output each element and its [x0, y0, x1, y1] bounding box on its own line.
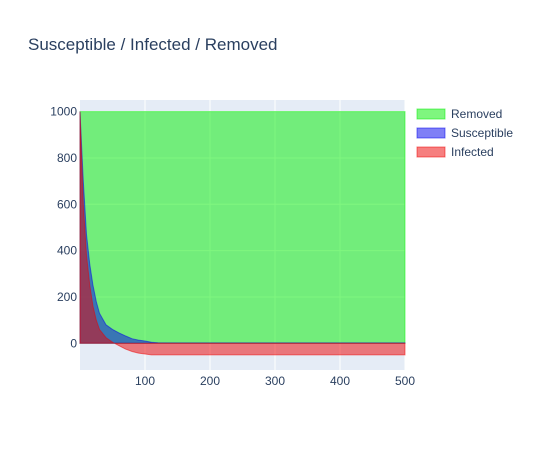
- legend-item-susceptible[interactable]: Susceptible: [416, 126, 513, 140]
- x-tick-label: 200: [200, 374, 220, 388]
- legend-item-infected[interactable]: Infected: [416, 145, 494, 159]
- legend-item-removed[interactable]: Removed: [416, 107, 502, 121]
- legend-label: Infected: [451, 145, 494, 159]
- legend-label: Removed: [451, 107, 502, 121]
- chart-title: Susceptible / Infected / Removed: [28, 35, 277, 54]
- x-tick-label: 400: [330, 374, 350, 388]
- x-tick-label: 100: [135, 374, 155, 388]
- y-tick-label: 200: [57, 290, 77, 304]
- y-tick-label: 0: [70, 336, 77, 350]
- legend-label: Susceptible: [451, 126, 513, 140]
- x-tick-label: 300: [265, 374, 285, 388]
- legend-swatch: [416, 146, 446, 158]
- y-tick-label: 800: [57, 151, 77, 165]
- area-infected: [79, 111, 406, 356]
- legend-swatch: [416, 108, 446, 120]
- x-tick-label: 500: [395, 374, 415, 388]
- legend-swatch: [416, 127, 446, 139]
- y-tick-label: 600: [57, 197, 77, 211]
- axis-ticks: 100 200 300 400 500 0 200 400 600 800 1000: [50, 105, 415, 388]
- y-tick-label: 1000: [50, 105, 77, 119]
- area-removed: [79, 111, 406, 344]
- legend[interactable]: Removed Susceptible Infected: [416, 107, 513, 159]
- area-layer: [79, 111, 406, 356]
- y-tick-label: 400: [57, 244, 77, 258]
